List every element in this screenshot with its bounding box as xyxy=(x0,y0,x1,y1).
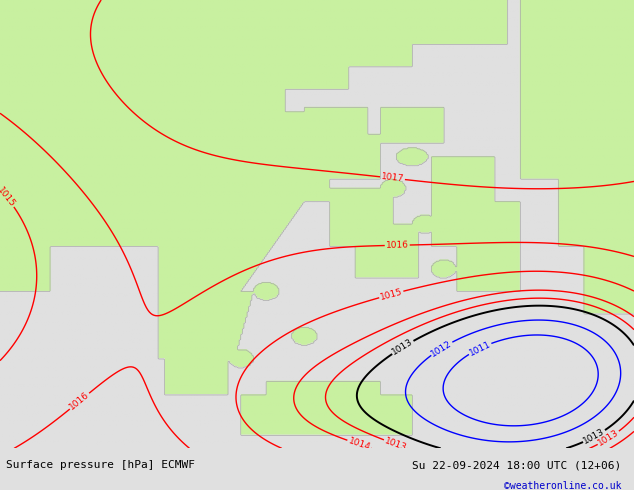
Text: 1013: 1013 xyxy=(582,427,607,446)
Text: 1017: 1017 xyxy=(380,172,404,184)
Text: Surface pressure [hPa] ECMWF: Surface pressure [hPa] ECMWF xyxy=(6,460,195,470)
Text: ©weatheronline.co.uk: ©weatheronline.co.uk xyxy=(504,481,621,490)
Text: 1011: 1011 xyxy=(467,339,492,358)
Text: Su 22-09-2024 18:00 UTC (12+06): Su 22-09-2024 18:00 UTC (12+06) xyxy=(412,460,621,470)
Text: 1013: 1013 xyxy=(391,337,415,357)
Text: 1016: 1016 xyxy=(385,241,409,250)
Text: 1015: 1015 xyxy=(0,185,17,209)
Text: 1016: 1016 xyxy=(68,391,91,412)
Text: 1014: 1014 xyxy=(347,437,372,452)
Text: 1013: 1013 xyxy=(384,436,408,452)
Text: 1015: 1015 xyxy=(379,287,403,302)
Text: 1012: 1012 xyxy=(429,339,453,358)
Text: 1013: 1013 xyxy=(597,428,621,448)
